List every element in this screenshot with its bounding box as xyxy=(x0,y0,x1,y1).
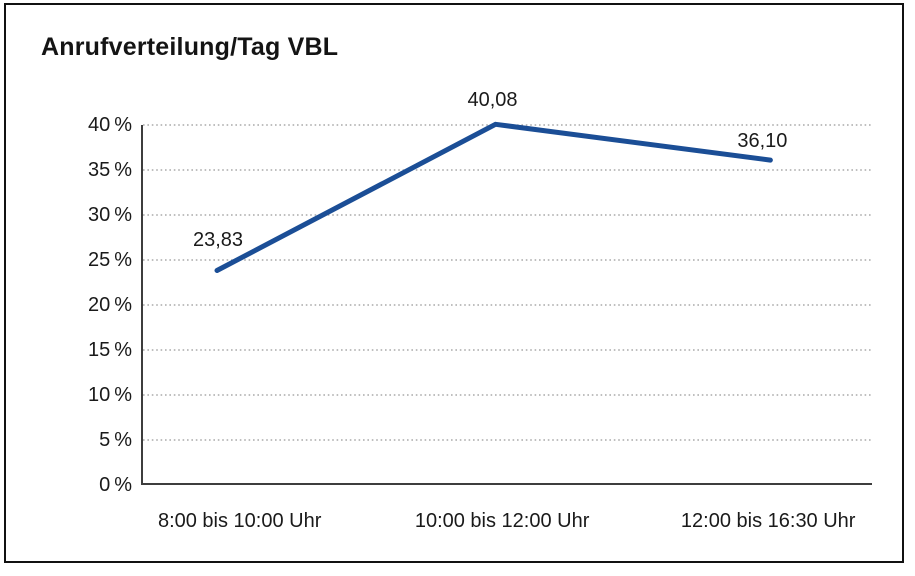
y-tick-label-15: 15 % xyxy=(87,339,132,361)
y-tick-label-25: 25 % xyxy=(87,249,132,271)
data-value-label-3: 36,10 xyxy=(737,130,788,153)
x-category-label-2: 10:00 bis 12:00 Uhr xyxy=(414,510,590,532)
y-tick-label-35: 35 % xyxy=(87,159,132,181)
y-tick-label-5: 5 % xyxy=(99,429,132,451)
x-category-label-3: 12:00 bis 16:30 Uhr xyxy=(680,510,856,532)
data-series-line xyxy=(214,121,773,273)
y-tick-label-0: 0 % xyxy=(99,474,132,496)
y-tick-label-40: 40 % xyxy=(87,114,132,136)
data-value-label-1: 23,83 xyxy=(192,228,244,251)
y-tick-label-30: 30 % xyxy=(87,204,132,226)
y-tick-label-20: 20 % xyxy=(87,294,132,316)
x-category-label-1: 8:00 bis 10:00 Uhr xyxy=(157,510,322,532)
chart-title: Anrufverteilung/Tag VBL xyxy=(41,33,339,61)
plot-area xyxy=(141,121,872,485)
line-chart-svg xyxy=(141,121,872,485)
data-value-label-2: 40,08 xyxy=(467,89,518,112)
y-tick-label-10: 10 % xyxy=(87,384,132,406)
